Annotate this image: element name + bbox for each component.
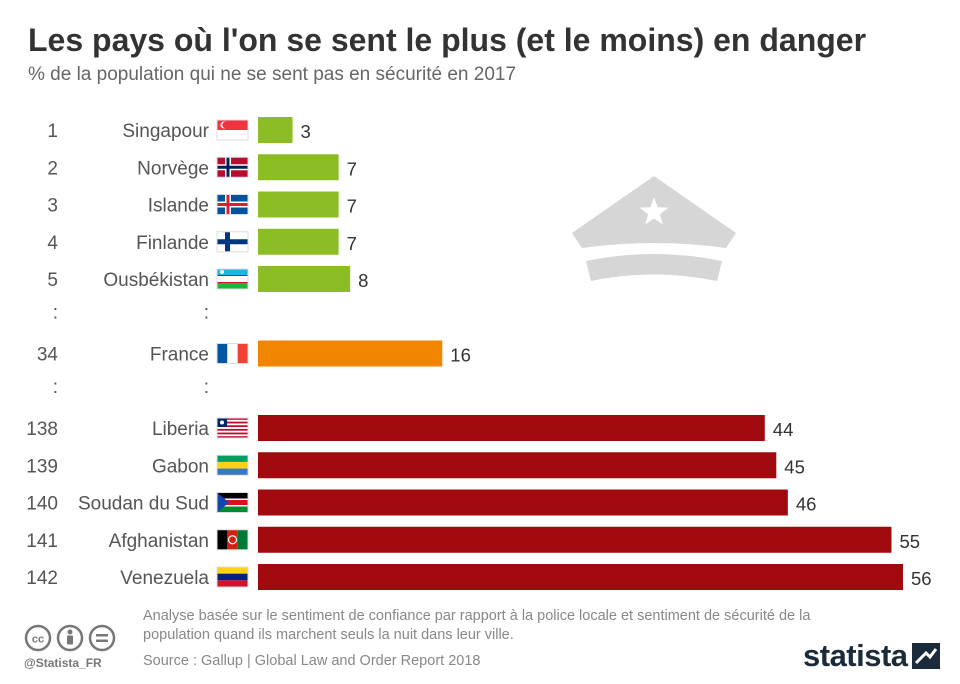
rank-label: 4 xyxy=(47,233,58,254)
country-separator: : xyxy=(204,377,209,398)
svg-text:cc: cc xyxy=(32,634,44,646)
statista-logo: statista xyxy=(803,638,940,674)
data-label: 7 xyxy=(347,233,357,254)
data-label: 55 xyxy=(899,531,920,552)
cc-icon: cc xyxy=(24,624,52,652)
footer-note: Analyse basée sur le sentiment de confia… xyxy=(143,608,811,643)
flag-is-icon xyxy=(216,194,249,215)
chart-title: Les pays où l'on se sent le plus (et le … xyxy=(28,22,867,58)
country-separator: : xyxy=(204,302,209,323)
bar xyxy=(258,117,293,143)
chart-subtitle: % de la population qui ne se sent pas en… xyxy=(28,64,517,85)
country-label: France xyxy=(150,345,209,366)
flag-ss-icon xyxy=(216,492,249,513)
by-icon xyxy=(56,624,84,652)
bar xyxy=(258,340,443,367)
nd-icon xyxy=(88,624,116,652)
data-label: 8 xyxy=(358,270,368,291)
data-label: 3 xyxy=(301,121,311,142)
bar-chart: 1 Singapour 3 2 Norvège 7 3 Islande 7 4 Finlande 7 5… xyxy=(26,117,932,590)
bar xyxy=(258,489,788,516)
bar xyxy=(258,415,765,441)
country-label: Afghanistan xyxy=(109,531,209,552)
flag-sg-icon xyxy=(216,119,249,141)
data-label: 44 xyxy=(773,419,794,440)
flag-ga-icon xyxy=(216,454,249,476)
country-label: Soudan du Sud xyxy=(78,494,209,515)
flag-af-icon xyxy=(216,529,249,551)
country-label: Liberia xyxy=(152,419,209,440)
flag-ve-icon xyxy=(216,566,249,588)
rank-label: 34 xyxy=(37,345,59,366)
rank-label: 139 xyxy=(26,456,58,477)
rank-separator: : xyxy=(53,377,58,398)
statista-mark-icon xyxy=(911,643,940,669)
rank-label: 5 xyxy=(47,270,58,291)
source-text: Source : Gallup | Global Law and Order R… xyxy=(143,653,481,669)
rank-label: 142 xyxy=(26,568,58,589)
country-label: Norvège xyxy=(137,158,209,179)
rank-label: 2 xyxy=(47,158,58,179)
bar xyxy=(258,526,892,553)
social-handle: @Statista_FR xyxy=(24,656,102,670)
rank-label: 141 xyxy=(26,531,58,552)
data-label: 46 xyxy=(796,494,817,515)
bar xyxy=(258,266,351,292)
data-label: 16 xyxy=(450,345,471,366)
flag-no-icon xyxy=(216,156,249,178)
country-label: Gabon xyxy=(152,456,209,477)
flag-uz-icon xyxy=(216,268,249,290)
rank-label: 3 xyxy=(47,196,58,217)
brand-name: statista xyxy=(803,638,908,673)
data-label: 7 xyxy=(347,158,357,179)
bar xyxy=(258,564,903,590)
flag-lr-icon xyxy=(216,417,249,439)
data-label: 7 xyxy=(347,196,357,217)
rank-label: 1 xyxy=(47,121,58,142)
data-label: 56 xyxy=(911,568,932,589)
flag-fr-icon xyxy=(216,343,249,364)
license-icons: cc xyxy=(24,624,116,652)
bar xyxy=(258,154,339,181)
data-label: 45 xyxy=(784,456,805,477)
flag-fi-icon xyxy=(216,231,249,253)
country-label: Islande xyxy=(148,196,209,217)
bar xyxy=(258,228,339,255)
bar xyxy=(258,191,339,218)
country-label: Venezuela xyxy=(120,568,209,589)
rank-label: 138 xyxy=(26,419,58,440)
police-cap-icon xyxy=(572,176,736,281)
country-label: Finlande xyxy=(136,233,209,254)
bar xyxy=(258,452,777,479)
cap-star xyxy=(639,197,669,225)
rank-label: 140 xyxy=(26,494,58,515)
country-label: Singapour xyxy=(122,121,209,142)
country-label: Ousbékistan xyxy=(103,270,209,291)
rank-separator: : xyxy=(53,302,58,323)
